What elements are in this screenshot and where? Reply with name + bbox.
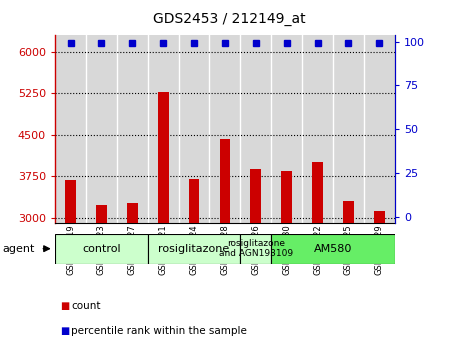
Bar bbox=[55, 35, 86, 223]
Bar bbox=[148, 234, 241, 264]
Bar bbox=[158, 92, 168, 354]
Text: GDS2453 / 212149_at: GDS2453 / 212149_at bbox=[153, 12, 306, 27]
Bar bbox=[219, 139, 230, 354]
Text: agent: agent bbox=[2, 244, 35, 254]
Bar bbox=[209, 35, 241, 223]
Bar bbox=[86, 35, 117, 223]
Bar bbox=[127, 202, 138, 354]
Text: AM580: AM580 bbox=[314, 244, 352, 254]
Bar bbox=[179, 35, 209, 223]
Bar bbox=[343, 201, 354, 354]
Bar bbox=[241, 234, 271, 264]
Bar bbox=[271, 35, 302, 223]
Bar bbox=[148, 35, 179, 223]
Bar bbox=[117, 35, 148, 223]
Text: ■: ■ bbox=[60, 326, 69, 336]
Bar bbox=[302, 35, 333, 223]
Text: rosiglitazone
and AGN193109: rosiglitazone and AGN193109 bbox=[219, 239, 293, 258]
Bar bbox=[251, 169, 261, 354]
Bar bbox=[65, 180, 76, 354]
Bar bbox=[96, 205, 107, 354]
Text: control: control bbox=[82, 244, 121, 254]
Bar bbox=[241, 35, 271, 223]
Bar bbox=[333, 35, 364, 223]
Text: percentile rank within the sample: percentile rank within the sample bbox=[71, 326, 247, 336]
Text: count: count bbox=[71, 301, 101, 311]
Bar bbox=[189, 179, 200, 354]
Bar bbox=[55, 234, 148, 264]
Bar bbox=[312, 162, 323, 354]
Bar bbox=[281, 171, 292, 354]
Bar bbox=[271, 234, 395, 264]
Text: ■: ■ bbox=[60, 301, 69, 311]
Text: rosiglitazone: rosiglitazone bbox=[158, 244, 230, 254]
Bar bbox=[374, 211, 385, 354]
Bar bbox=[364, 35, 395, 223]
